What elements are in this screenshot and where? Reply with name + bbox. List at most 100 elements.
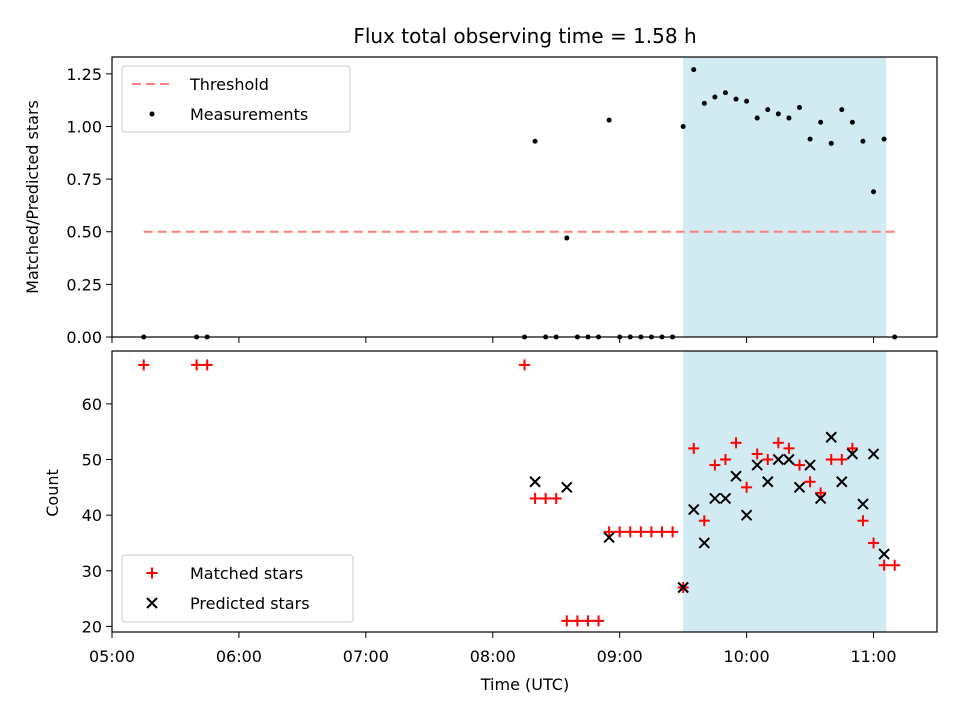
predicted-star-point	[772, 453, 785, 466]
predicted-star-point	[740, 509, 753, 521]
matched-star-point	[540, 492, 552, 504]
measurement-point	[532, 138, 538, 144]
measurement-point	[807, 136, 813, 142]
measurement-point	[744, 98, 750, 104]
legend-matched-label: Matched stars	[190, 564, 303, 583]
bottom-ytick-label: 50	[82, 451, 102, 470]
measurement-point	[881, 136, 887, 142]
predicted-star-point	[857, 498, 869, 510]
predicted-star-point	[846, 448, 859, 460]
measurement-point	[606, 117, 612, 123]
x-tick-label: 05:00	[89, 647, 135, 666]
measurement-point	[849, 119, 855, 125]
predicted-star-point	[793, 481, 806, 494]
matched-star-point	[846, 442, 858, 454]
matched-star-point	[719, 454, 731, 466]
legend-predicted-marker	[146, 597, 158, 609]
matched-star-point	[878, 559, 890, 571]
top-ytick-label: 0.25	[66, 275, 102, 294]
matched-star-point	[614, 526, 626, 538]
x-tick-label: 07:00	[343, 647, 389, 666]
predicted-star-point	[688, 503, 700, 516]
top-y-axis-label: Matched/Predicted stars	[23, 100, 42, 294]
predicted-star-point	[804, 459, 816, 471]
matched-star-point	[571, 615, 583, 627]
matched-star-point	[550, 492, 562, 504]
x-axis-label: Time (UTC)	[480, 675, 569, 694]
legend-measurements-swatch	[149, 111, 155, 117]
bottom-ytick-label: 40	[82, 506, 102, 525]
measurement-point	[775, 111, 781, 117]
matched-star-point	[645, 526, 657, 538]
matched-star-point	[825, 454, 837, 466]
predicted-star-point	[529, 476, 541, 488]
measurement-point	[860, 138, 866, 144]
top-legend: Threshold Measurements	[121, 65, 351, 133]
top-ytick-label: 0.50	[66, 223, 102, 242]
measurement-point	[818, 119, 824, 125]
matched-star-point	[138, 359, 150, 371]
legend-measurements-label: Measurements	[190, 105, 308, 124]
top-axes-frame	[111, 56, 938, 338]
bottom-axes-frame	[111, 350, 938, 633]
predicted-star-point	[603, 531, 615, 544]
bottom-ytick-label: 60	[82, 395, 102, 414]
matched-star-point	[191, 359, 203, 371]
predicted-star-point	[836, 476, 848, 488]
predicted-star-point	[730, 470, 742, 482]
measurement-point	[701, 100, 707, 106]
top-legend-box	[121, 65, 351, 133]
predicted-star-point	[698, 537, 711, 549]
matched-star-point	[667, 526, 679, 538]
matched-star-point	[730, 437, 742, 449]
predicted-star-point	[825, 431, 837, 443]
measurement-point	[722, 90, 728, 96]
top-ytick-label: 1.25	[66, 65, 102, 84]
matched-star-point	[688, 442, 700, 454]
matched-star-point	[582, 615, 594, 627]
bottom-legend-box	[121, 554, 354, 623]
bottom-ytick-label: 30	[82, 562, 102, 581]
predicted-star-point	[878, 548, 890, 560]
measurement-point	[786, 115, 792, 121]
predicted-star-point	[709, 492, 721, 505]
matched-star-point	[751, 448, 763, 460]
matched-star-point	[698, 515, 710, 527]
matched-star-point	[815, 487, 827, 499]
legend-threshold-label: Threshold	[189, 75, 269, 94]
predicted-star-point	[677, 581, 689, 594]
top-panel: 0.00 0.25 0.50 0.75 1.00 1.25 Matched/Predict…	[23, 56, 938, 347]
bottom-panel: 05:00 06:00 07:00 08:00 09:00 10:00 11:00 20 30…	[43, 350, 938, 694]
bottom-legend: Matched stars Predicted stars	[121, 554, 354, 623]
measurement-point	[839, 107, 845, 113]
predicted-star-point	[762, 476, 774, 488]
predicted-star-point	[719, 492, 732, 505]
legend-predicted-swatch	[146, 597, 158, 609]
matched-star-point	[635, 526, 647, 538]
matched-star-point	[868, 537, 880, 549]
legend-matched-swatch	[146, 567, 158, 579]
matched-star-point	[783, 442, 795, 454]
bottom-ytick-label: 20	[82, 617, 102, 636]
predicted-star-point	[561, 481, 573, 494]
matched-star-point	[603, 526, 615, 538]
matched-star-point	[709, 459, 721, 471]
matched-star-point	[794, 459, 805, 471]
predicted-star-point	[783, 453, 795, 466]
predicted-star-point	[814, 492, 827, 505]
measurement-point	[691, 67, 697, 73]
matched-star-point	[624, 526, 636, 538]
measurement-point	[797, 105, 802, 111]
measurement-point	[765, 107, 771, 113]
matched-star-point	[593, 615, 605, 627]
measurement-point	[754, 115, 760, 121]
measurement-point	[828, 140, 834, 146]
predicted-star-point	[751, 459, 763, 471]
legend-matched-marker	[146, 567, 158, 579]
measurement-point	[680, 123, 686, 129]
predicted-star-point	[867, 448, 880, 460]
matched-star-point	[519, 359, 530, 371]
x-tick-label: 09:00	[597, 647, 643, 666]
measurement-point	[564, 235, 570, 241]
